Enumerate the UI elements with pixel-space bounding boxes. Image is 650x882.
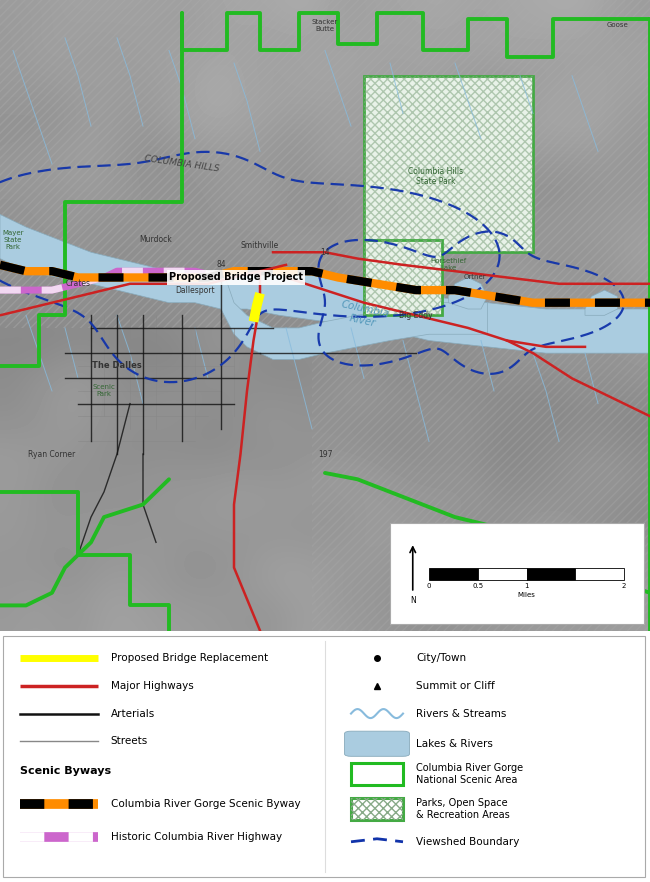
Text: 84: 84: [216, 260, 226, 269]
Bar: [526, 568, 575, 580]
Text: Ortner: Ortner: [463, 274, 486, 280]
Bar: [364, 240, 442, 316]
Text: City/Town: City/Town: [416, 654, 466, 663]
Text: The Dalles: The Dalles: [92, 362, 142, 370]
Text: Columbia River Gorge
National Scenic Area: Columbia River Gorge National Scenic Are…: [416, 763, 523, 785]
Text: Smithville: Smithville: [241, 242, 279, 250]
Text: Viewshed Boundary: Viewshed Boundary: [416, 837, 519, 847]
Bar: [364, 76, 533, 252]
Bar: [478, 568, 526, 580]
Polygon shape: [0, 214, 650, 353]
Bar: [364, 76, 533, 252]
Bar: [351, 798, 403, 820]
Text: Scenic Byways: Scenic Byways: [20, 766, 111, 776]
Text: Big Eddy: Big Eddy: [399, 310, 433, 320]
Text: Historic Columbia River Highway: Historic Columbia River Highway: [111, 832, 281, 841]
Bar: [351, 763, 403, 785]
Text: Arterials: Arterials: [111, 708, 155, 719]
Text: 2: 2: [622, 583, 626, 589]
Text: 0: 0: [427, 583, 431, 589]
Text: Columbia
River: Columbia River: [338, 300, 390, 331]
FancyBboxPatch shape: [390, 523, 644, 624]
Bar: [364, 240, 442, 316]
Bar: [429, 568, 478, 580]
FancyBboxPatch shape: [344, 731, 410, 757]
Text: 0.5: 0.5: [472, 583, 484, 589]
Polygon shape: [448, 278, 488, 309]
Text: Ryan Corner: Ryan Corner: [29, 450, 75, 459]
Text: 197: 197: [318, 450, 332, 459]
Text: Streets: Streets: [111, 736, 148, 746]
Text: Murdock: Murdock: [140, 235, 172, 244]
Text: Dallesport: Dallesport: [176, 286, 214, 295]
Text: Crates: Crates: [66, 280, 90, 288]
Text: Parks, Open Space
& Recreation Areas: Parks, Open Space & Recreation Areas: [416, 798, 510, 820]
Bar: [312, 328, 650, 631]
Text: Goose: Goose: [606, 22, 629, 28]
Text: Lakes & Rivers: Lakes & Rivers: [416, 739, 493, 749]
Text: Horsethief
Lake: Horsethief Lake: [430, 258, 467, 272]
Text: COLUMBIA HILLS: COLUMBIA HILLS: [144, 154, 220, 174]
Text: Scenic
Park: Scenic Park: [92, 385, 116, 398]
Text: Columbia Hills
State Park: Columbia Hills State Park: [408, 167, 463, 186]
Text: Mayer
State
Park: Mayer State Park: [2, 229, 24, 250]
Text: Proposed Bridge Replacement: Proposed Bridge Replacement: [111, 654, 268, 663]
Polygon shape: [221, 271, 488, 360]
FancyBboxPatch shape: [3, 636, 645, 877]
Text: Columbia River Gorge Scenic Byway: Columbia River Gorge Scenic Byway: [111, 799, 300, 809]
Bar: [351, 798, 403, 820]
Text: Proposed Bridge Project: Proposed Bridge Project: [169, 273, 303, 282]
Text: Stacker
Butte: Stacker Butte: [312, 19, 338, 32]
Text: N: N: [410, 596, 415, 605]
Text: 14: 14: [320, 248, 330, 257]
Bar: [575, 568, 624, 580]
Bar: [0, 0, 650, 328]
Text: 1: 1: [525, 583, 528, 589]
Text: Summit or Cliff: Summit or Cliff: [416, 681, 495, 691]
Text: Miles: Miles: [517, 592, 536, 598]
Text: Rivers & Streams: Rivers & Streams: [416, 708, 506, 719]
Text: Major Highways: Major Highways: [111, 681, 193, 691]
Polygon shape: [585, 290, 618, 316]
